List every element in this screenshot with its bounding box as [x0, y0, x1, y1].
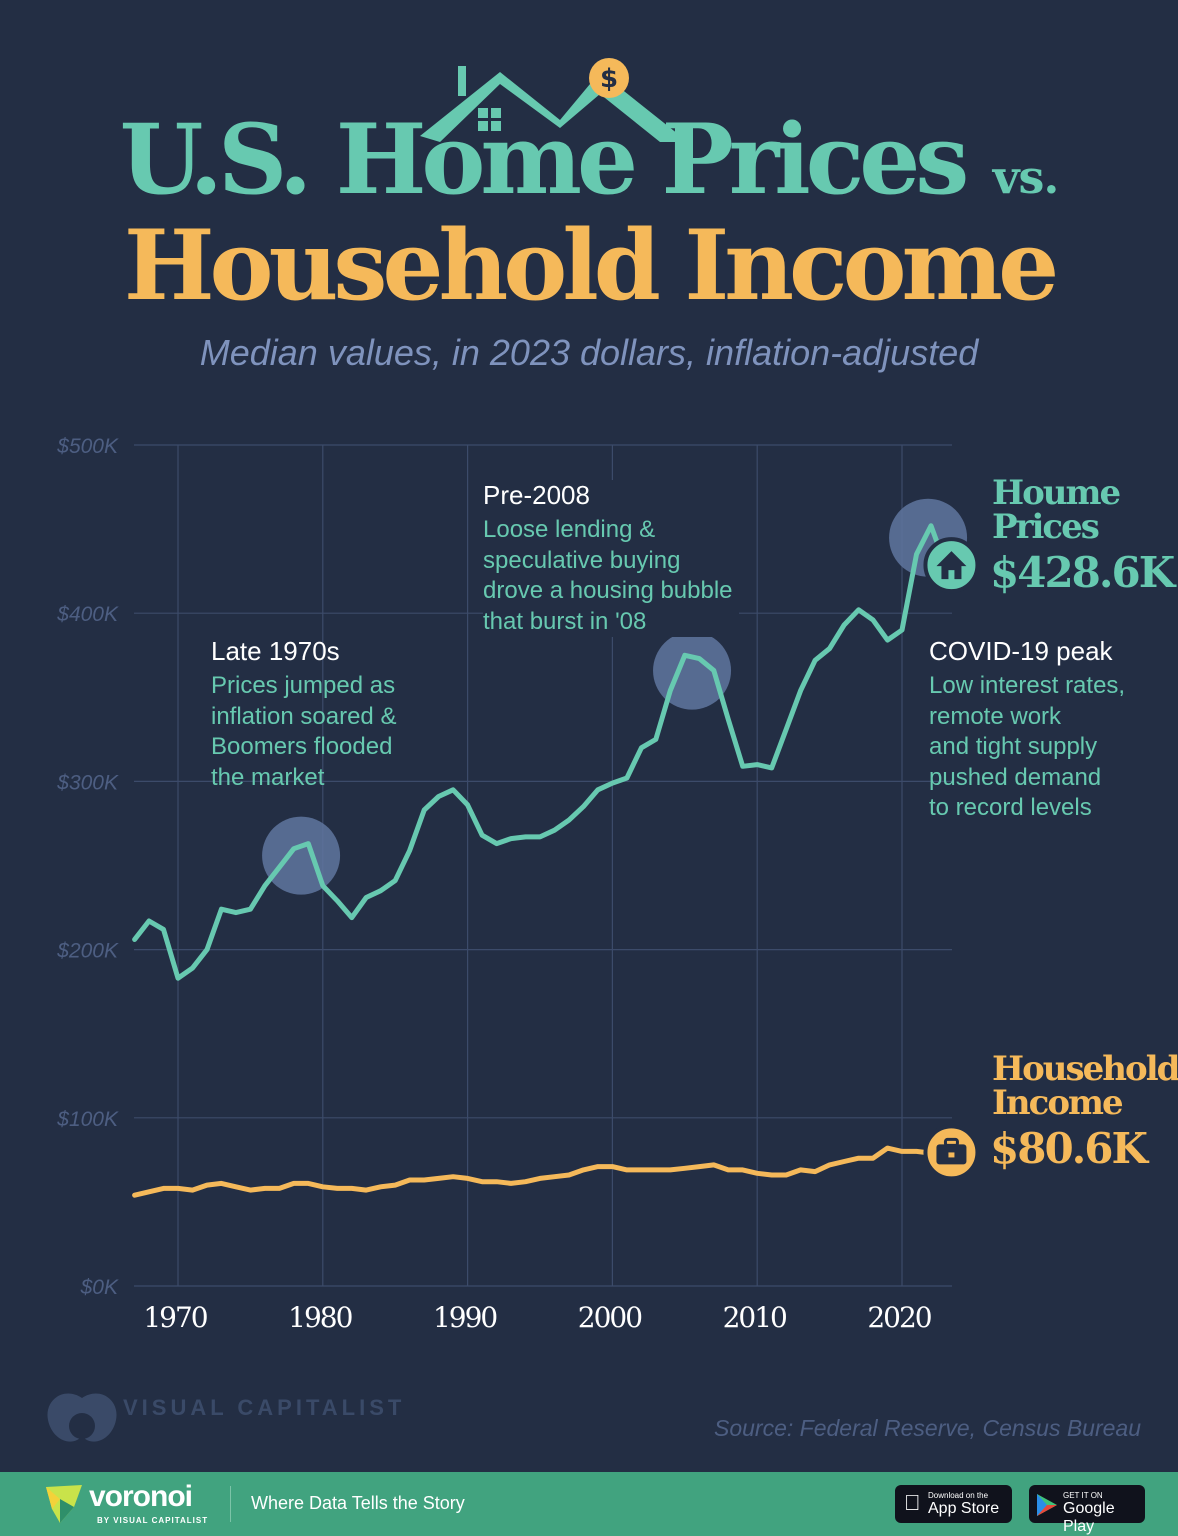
- y-tick-label: $200K: [56, 940, 119, 963]
- divider: [230, 1486, 231, 1522]
- annotation-pre-2008: Pre-2008 Loose lending & speculative buy…: [483, 480, 739, 637]
- voronoi-logo-icon: [46, 1485, 82, 1523]
- apple-icon: : [904, 1490, 921, 1516]
- title-line-1: U.S. Home Prices vs.: [119, 103, 1060, 216]
- app-store-button[interactable]:  Download on the App Store: [895, 1485, 1012, 1523]
- annotation-line: to record levels: [929, 794, 1092, 821]
- google-small: GET IT ON: [1063, 1491, 1103, 1500]
- google-play-button[interactable]: GET IT ON Google Play: [1029, 1485, 1145, 1535]
- annotation-line: remote work: [929, 702, 1062, 730]
- y-tick-label: $300K: [56, 771, 119, 794]
- annotation-line: Low interest rates,: [929, 672, 1126, 699]
- series-label-home: Houme Prices: [992, 473, 1121, 547]
- annotation-heading: Late 1970s: [211, 636, 340, 666]
- svg-text:$: $: [600, 64, 618, 94]
- x-tick-label: 1970: [143, 1301, 206, 1334]
- annotation-line: Prices jumped as: [211, 672, 396, 699]
- briefcase-clasp: [948, 1152, 955, 1158]
- annotation-heading: Pre-2008: [483, 480, 590, 510]
- annotation-line: and tight supply: [929, 733, 1098, 760]
- google-label: Google Play: [1063, 1500, 1115, 1535]
- source-text: Source: Federal Reserve, Census Bureau: [714, 1415, 1141, 1441]
- annotation-line: Boomers flooded: [211, 733, 393, 760]
- annotation-late-1970s: Late 1970s Prices jumped as inflation so…: [211, 636, 396, 793]
- x-tick-label: 1980: [288, 1301, 351, 1334]
- house-roof-dollar-icon: $: [420, 58, 688, 142]
- app-store-label: App Store: [928, 1500, 1000, 1517]
- x-tick-label: 2020: [867, 1301, 930, 1334]
- x-tick-label: 1990: [433, 1301, 496, 1334]
- annotation-line: drove a housing bubble: [483, 577, 733, 604]
- visual-capitalist-logo: VISUAL CAPITALIST: [123, 1395, 406, 1420]
- annotation-covid-peak: COVID-19 peak Low interest rates, remote…: [929, 636, 1125, 824]
- annotation-line: inflation soared &: [211, 702, 397, 730]
- title-line-2: Household Income: [123, 209, 1059, 322]
- annotation-line: pushed demand: [929, 763, 1102, 791]
- y-tick-label: $0K: [80, 1276, 119, 1299]
- end-value-home: $428.6K: [990, 548, 1175, 597]
- y-tick-label: $100K: [56, 1108, 119, 1131]
- visual-capitalist-logo-icon: [47, 1393, 117, 1442]
- annotation-line: speculative buying: [483, 546, 681, 574]
- annotation-line: the market: [211, 763, 325, 791]
- series-label-income: Household Income: [992, 1049, 1178, 1123]
- voronoi-logo[interactable]: voronoi: [89, 1480, 193, 1513]
- end-value-income: $80.6K: [990, 1124, 1148, 1173]
- highlight-circle: [262, 816, 341, 895]
- briefcase-handle: [943, 1137, 959, 1147]
- app-store-small: Download on the: [928, 1491, 989, 1500]
- google-play-icon: [1037, 1494, 1057, 1516]
- annotation-heading: COVID-19 peak: [929, 636, 1113, 666]
- x-tick-label: 2010: [723, 1301, 786, 1334]
- x-tick-label: 2000: [578, 1301, 641, 1334]
- y-tick-label: $500K: [56, 435, 119, 458]
- tagline: Where Data Tells the Story: [251, 1493, 465, 1513]
- annotation-line: Loose lending &: [483, 516, 656, 543]
- house-glyph: [936, 551, 967, 580]
- y-tick-label: $400K: [56, 603, 119, 626]
- annotation-line: that burst in '08: [483, 607, 647, 635]
- line-chart: $0K $100K $200K $300K $400K $500K 1970 1980 1990…: [56, 435, 980, 1334]
- subtitle: Median values, in 2023 dollars, inflatio…: [199, 332, 979, 373]
- series-line-income: [132, 1145, 948, 1198]
- voronoi-logo-sub: BY VISUAL CAPITALIST: [97, 1516, 209, 1525]
